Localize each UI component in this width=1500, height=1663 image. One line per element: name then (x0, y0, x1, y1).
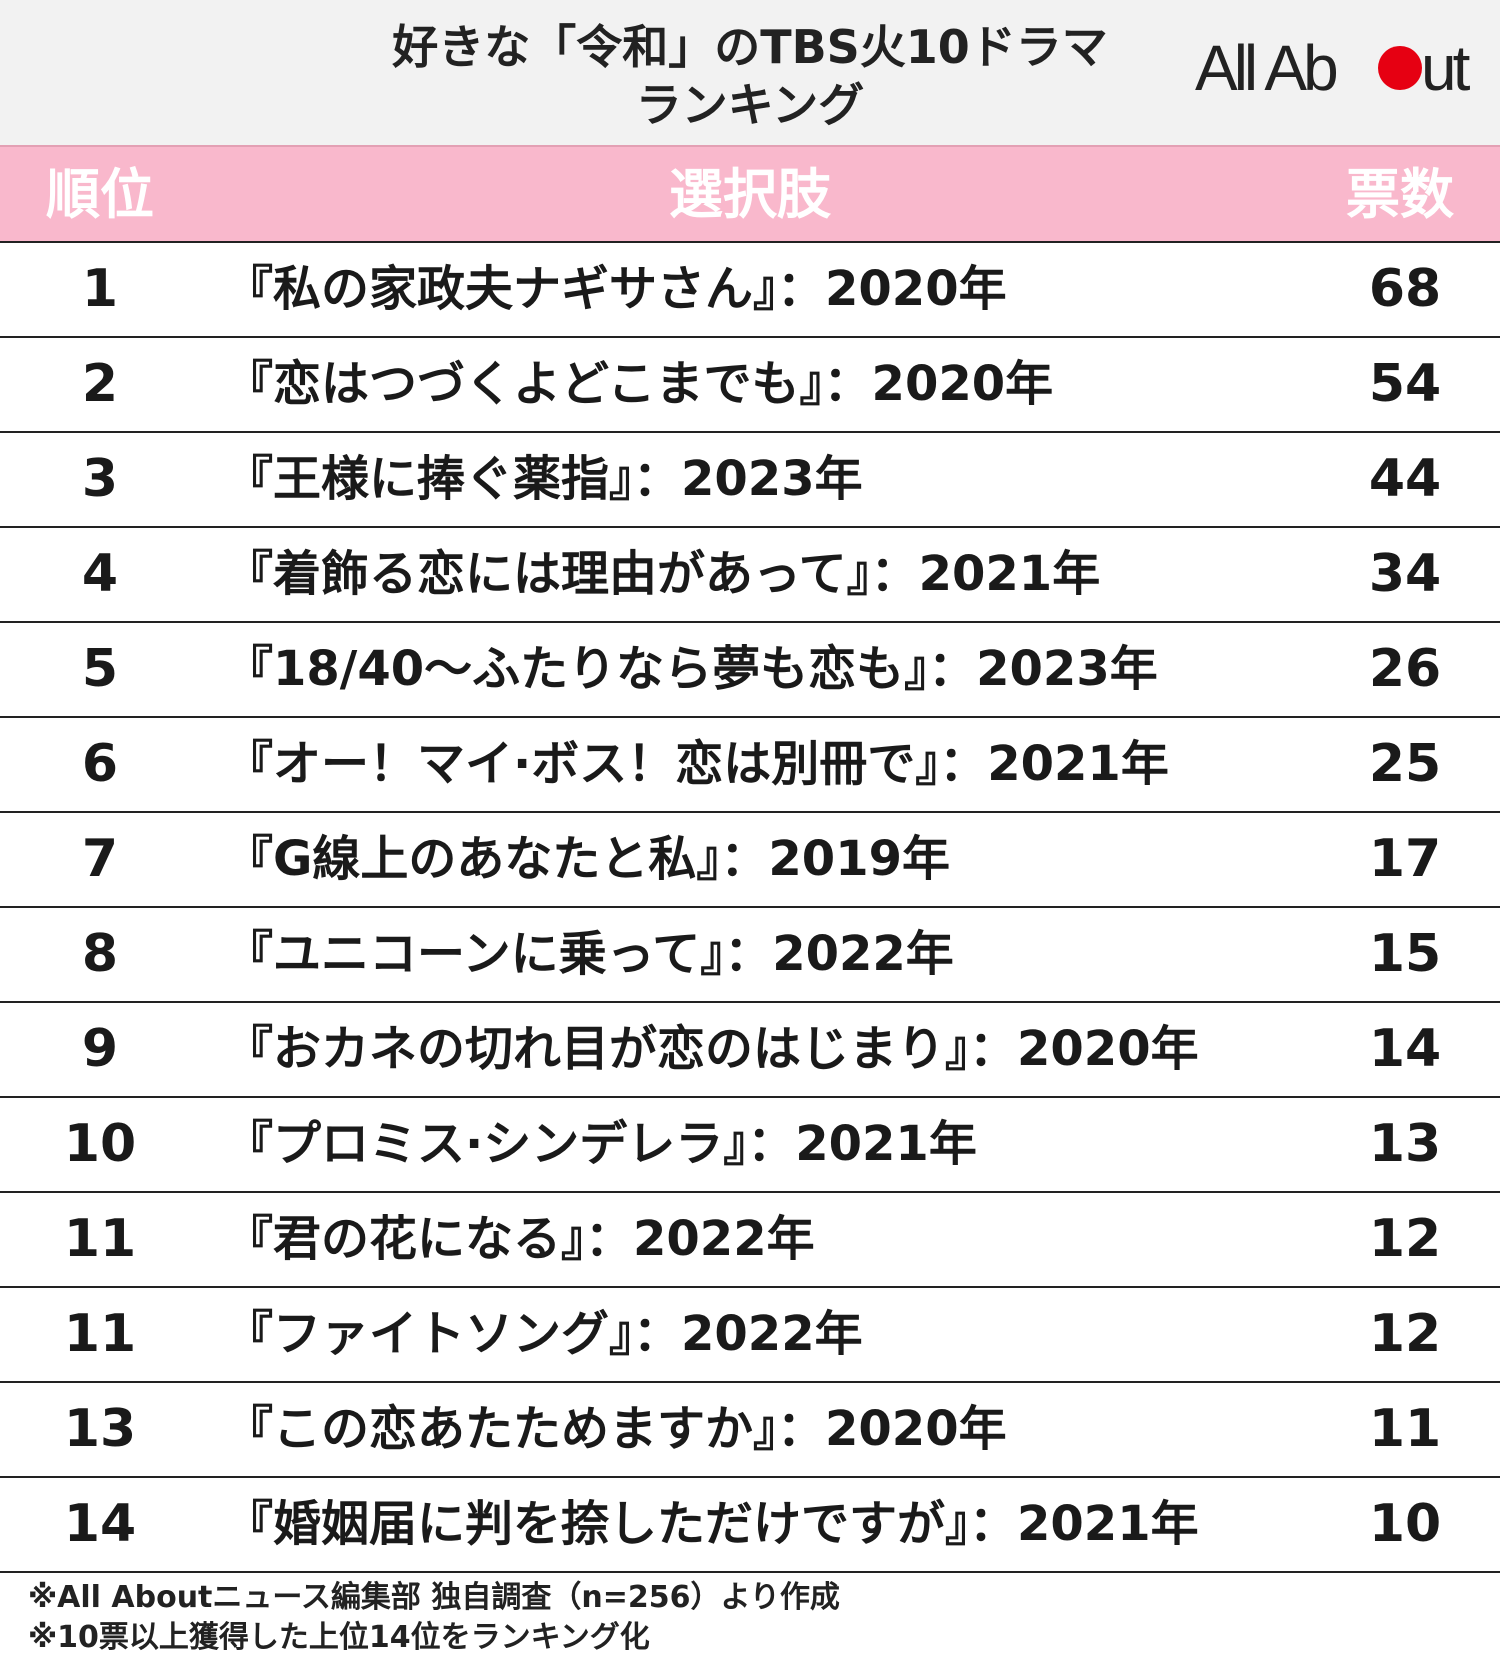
table-row: 11 『ファイトソング』：2022年 12 (0, 1288, 1500, 1383)
table-row: 2 『恋はつづくよどこまでも』：2020年 54 (0, 338, 1500, 433)
header: 好きな「令和」のTBS火10ドラマ ランキング All Ab ut (0, 0, 1500, 145)
votes-cell: 54 (1368, 354, 1442, 414)
rank-cell: 5 (81, 639, 119, 699)
footer-notes: ※All Aboutニュース編集部 独自調査（n=256）より作成 ※10票以上… (28, 1578, 1478, 1658)
ranking-table-body: 1 『私の家政夫ナギサさん』：2020年 68 2 『恋はつづくよどこまでも』：2020… (0, 241, 1500, 1573)
votes-cell: 12 (1368, 1209, 1442, 1269)
votes-cell: 17 (1368, 829, 1442, 889)
choice-cell: 『18/40～ふたりなら夢も恋も』：2023年 (225, 641, 1158, 697)
votes-cell: 13 (1368, 1114, 1442, 1174)
table-row: 14 『婚姻届に判を捺しただけですが』：2021年 10 (0, 1478, 1500, 1573)
votes-cell: 10 (1368, 1494, 1442, 1554)
rank-cell: 2 (81, 354, 119, 414)
choice-cell: 『君の花になる』：2022年 (225, 1211, 815, 1267)
title-line-1: 好きな「令和」のTBS火10ドラマ (392, 20, 1108, 74)
rank-cell: 9 (81, 1019, 119, 1079)
choice-cell: 『オー！マイ·ボス！恋は別冊で』：2021年 (225, 736, 1169, 792)
choice-cell: 『G線上のあなたと私』：2019年 (225, 831, 950, 887)
rank-cell: 13 (63, 1399, 137, 1459)
votes-cell: 14 (1368, 1019, 1442, 1079)
table-row: 9 『おカネの切れ目が恋のはじまり』：2020年 14 (0, 1003, 1500, 1098)
choice-cell: 『ユニコーンに乗って』：2022年 (225, 926, 954, 982)
rank-cell: 6 (81, 734, 119, 794)
choice-cell: 『着飾る恋には理由があって』：2021年 (225, 546, 1101, 602)
footer-note-source: ※All Aboutニュース編集部 独自調査（n=256）より作成 (28, 1580, 840, 1615)
votes-cell: 15 (1368, 924, 1442, 984)
choice-cell: 『ファイトソング』：2022年 (225, 1306, 863, 1362)
votes-cell: 44 (1368, 449, 1442, 509)
choice-cell: 『王様に捧ぐ薬指』：2023年 (225, 451, 863, 507)
rank-cell: 14 (63, 1494, 137, 1554)
table-row: 10 『プロミス·シンデレラ』：2021年 13 (0, 1098, 1500, 1193)
column-header-votes: 票数 (1346, 163, 1454, 226)
all-about-logo: All Ab ut (1195, 28, 1480, 108)
column-header-choice: 選択肢 (669, 163, 831, 226)
votes-cell: 68 (1368, 259, 1442, 319)
table-row: 6 『オー！マイ·ボス！恋は別冊で』：2021年 25 (0, 718, 1500, 813)
choice-cell: 『プロミス·シンデレラ』：2021年 (225, 1116, 977, 1172)
choice-cell: 『おカネの切れ目が恋のはじまり』：2020年 (225, 1021, 1199, 1077)
votes-cell: 11 (1368, 1399, 1442, 1459)
table-row: 4 『着飾る恋には理由があって』：2021年 34 (0, 528, 1500, 623)
rank-cell: 11 (63, 1209, 137, 1269)
all-about-logo-graphic: All Ab ut (1195, 32, 1475, 104)
table-row: 7 『G線上のあなたと私』：2019年 17 (0, 813, 1500, 908)
votes-cell: 34 (1368, 544, 1442, 604)
table-row: 11 『君の花になる』：2022年 12 (0, 1193, 1500, 1288)
table-header: 順位 選択肢 票数 (0, 145, 1500, 243)
footer-note-criteria: ※10票以上獲得した上位14位をランキング化 (28, 1620, 650, 1655)
votes-cell: 26 (1368, 639, 1442, 699)
svg-text:ut: ut (1421, 32, 1471, 104)
votes-cell: 25 (1368, 734, 1442, 794)
rank-cell: 8 (81, 924, 119, 984)
table-row: 13 『この恋あたためますか』：2020年 11 (0, 1383, 1500, 1478)
svg-text:All Ab: All Ab (1195, 32, 1336, 104)
table-row: 1 『私の家政夫ナギサさん』：2020年 68 (0, 243, 1500, 338)
rank-cell: 3 (81, 449, 119, 509)
rank-cell: 10 (63, 1114, 137, 1174)
choice-cell: 『私の家政夫ナギサさん』：2020年 (225, 261, 1007, 317)
table-row: 5 『18/40～ふたりなら夢も恋も』：2023年 26 (0, 623, 1500, 718)
choice-cell: 『婚姻届に判を捺しただけですが』：2021年 (225, 1496, 1199, 1552)
page-title: 好きな「令和」のTBS火10ドラマ ランキング (300, 18, 1200, 134)
column-header-rank: 順位 (46, 163, 154, 226)
rank-cell: 7 (81, 829, 119, 889)
votes-cell: 12 (1368, 1304, 1442, 1364)
rank-cell: 1 (81, 259, 119, 319)
rank-cell: 4 (81, 544, 119, 604)
title-line-2: ランキング (635, 78, 865, 132)
table-row: 3 『王様に捧ぐ薬指』：2023年 44 (0, 433, 1500, 528)
rank-cell: 11 (63, 1304, 137, 1364)
choice-cell: 『この恋あたためますか』：2020年 (225, 1401, 1007, 1457)
choice-cell: 『恋はつづくよどこまでも』：2020年 (225, 356, 1054, 412)
table-row: 8 『ユニコーンに乗って』：2022年 15 (0, 908, 1500, 1003)
